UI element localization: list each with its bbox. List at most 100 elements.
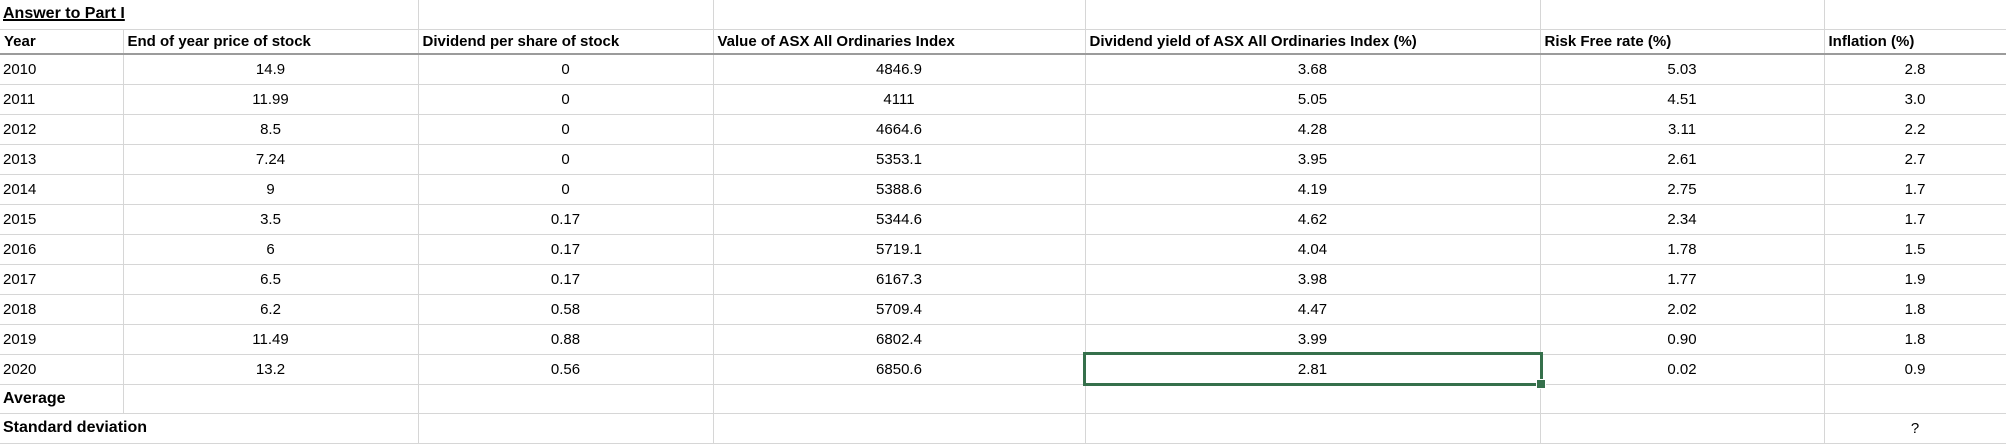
cell-r3c4[interactable]: 3.95 <box>1085 144 1541 175</box>
cell-r8c4[interactable]: 4.47 <box>1085 294 1541 325</box>
header-cell-3[interactable]: Value of ASX All Ordinaries Index <box>713 29 1086 55</box>
cell-r4c6[interactable]: 1.7 <box>1824 174 2006 205</box>
empty-cell[interactable] <box>1824 0 2006 30</box>
cell-r6c0[interactable]: 2016 <box>0 234 124 265</box>
cell-r0c1[interactable]: 14.9 <box>123 54 419 85</box>
cell-r8c3[interactable]: 5709.4 <box>713 294 1086 325</box>
cell-r1c3[interactable]: 4111 <box>713 84 1086 115</box>
cell-std-c4[interactable] <box>1085 413 1541 444</box>
cell-r2c0[interactable]: 2012 <box>0 114 124 145</box>
header-cell-6[interactable]: Inflation (%) <box>1824 29 2006 55</box>
fill-handle[interactable] <box>1536 379 1546 389</box>
empty-cell[interactable] <box>1085 0 1541 30</box>
cell-r3c1[interactable]: 7.24 <box>123 144 419 175</box>
cell-r2c1[interactable]: 8.5 <box>123 114 419 145</box>
cell-r0c6[interactable]: 2.8 <box>1824 54 2006 85</box>
cell-r10c3[interactable]: 6850.6 <box>713 354 1086 385</box>
cell-r4c1[interactable]: 9 <box>123 174 419 205</box>
cell-r4c2[interactable]: 0 <box>418 174 714 205</box>
cell-r9c5[interactable]: 0.90 <box>1540 324 1825 355</box>
cell-r5c1[interactable]: 3.5 <box>123 204 419 235</box>
cell-r3c2[interactable]: 0 <box>418 144 714 175</box>
selected-cell[interactable]: 2.81 <box>1085 354 1541 385</box>
cell-r6c4[interactable]: 4.04 <box>1085 234 1541 265</box>
cell-r1c2[interactable]: 0 <box>418 84 714 115</box>
cell-r5c3[interactable]: 5344.6 <box>713 204 1086 235</box>
cell-r1c1[interactable]: 11.99 <box>123 84 419 115</box>
header-cell-2[interactable]: Dividend per share of stock <box>418 29 714 55</box>
cell-r6c2[interactable]: 0.17 <box>418 234 714 265</box>
stddev-label-cell[interactable]: Standard deviation <box>0 413 147 444</box>
cell-r2c5[interactable]: 3.11 <box>1540 114 1825 145</box>
cell-r9c6[interactable]: 1.8 <box>1824 324 2006 355</box>
cell-r8c6[interactable]: 1.8 <box>1824 294 2006 325</box>
cell-r5c6[interactable]: 1.7 <box>1824 204 2006 235</box>
header-cell-1[interactable]: End of year price of stock <box>123 29 419 55</box>
cell-r1c0[interactable]: 2011 <box>0 84 124 115</box>
cell-std-c1[interactable] <box>123 413 419 444</box>
cell-r3c0[interactable]: 2013 <box>0 144 124 175</box>
cell-r4c4[interactable]: 4.19 <box>1085 174 1541 205</box>
cell-r10c0[interactable]: 2020 <box>0 354 124 385</box>
sheet-title-cell[interactable]: Answer to Part I <box>0 0 125 30</box>
cell-r2c6[interactable]: 2.2 <box>1824 114 2006 145</box>
cell-r7c5[interactable]: 1.77 <box>1540 264 1825 295</box>
empty-cell[interactable] <box>713 0 1086 30</box>
cell-r9c0[interactable]: 2019 <box>0 324 124 355</box>
cell-r7c4[interactable]: 3.98 <box>1085 264 1541 295</box>
empty-cell[interactable] <box>123 0 419 30</box>
cell-r1c4[interactable]: 5.05 <box>1085 84 1541 115</box>
cell-r6c5[interactable]: 1.78 <box>1540 234 1825 265</box>
empty-cell[interactable] <box>418 0 714 30</box>
cell-r9c3[interactable]: 6802.4 <box>713 324 1086 355</box>
cell-avg-c6[interactable] <box>1824 384 2006 414</box>
cell-r1c5[interactable]: 4.51 <box>1540 84 1825 115</box>
cell-r0c2[interactable]: 0 <box>418 54 714 85</box>
cell-r4c5[interactable]: 2.75 <box>1540 174 1825 205</box>
cell-r7c3[interactable]: 6167.3 <box>713 264 1086 295</box>
cell-r3c6[interactable]: 2.7 <box>1824 144 2006 175</box>
cell-r0c0[interactable]: 2010 <box>0 54 124 85</box>
cell-r0c4[interactable]: 3.68 <box>1085 54 1541 85</box>
cell-r7c1[interactable]: 6.5 <box>123 264 419 295</box>
cell-r5c0[interactable]: 2015 <box>0 204 124 235</box>
cell-std-c5[interactable] <box>1540 413 1825 444</box>
cell-r6c6[interactable]: 1.5 <box>1824 234 2006 265</box>
cell-r7c0[interactable]: 2017 <box>0 264 124 295</box>
header-cell-4[interactable]: Dividend yield of ASX All Ordinaries Ind… <box>1085 29 1541 55</box>
cell-r6c3[interactable]: 5719.1 <box>713 234 1086 265</box>
empty-cell[interactable] <box>1540 0 1825 30</box>
cell-r9c4[interactable]: 3.99 <box>1085 324 1541 355</box>
cell-r8c1[interactable]: 6.2 <box>123 294 419 325</box>
cell-r3c3[interactable]: 5353.1 <box>713 144 1086 175</box>
header-cell-5[interactable]: Risk Free rate (%) <box>1540 29 1825 55</box>
cell-std-c2[interactable] <box>418 413 714 444</box>
cell-r8c0[interactable]: 2018 <box>0 294 124 325</box>
cell-r2c2[interactable]: 0 <box>418 114 714 145</box>
cell-r3c5[interactable]: 2.61 <box>1540 144 1825 175</box>
cell-r5c4[interactable]: 4.62 <box>1085 204 1541 235</box>
cell-r7c2[interactable]: 0.17 <box>418 264 714 295</box>
cell-avg-c5[interactable] <box>1540 384 1825 414</box>
cell-r9c1[interactable]: 11.49 <box>123 324 419 355</box>
cell-std-c3[interactable] <box>713 413 1086 444</box>
cell-r7c6[interactable]: 1.9 <box>1824 264 2006 295</box>
cell-r8c2[interactable]: 0.58 <box>418 294 714 325</box>
cell-r6c1[interactable]: 6 <box>123 234 419 265</box>
header-cell-0[interactable]: Year <box>0 29 124 55</box>
cell-avg-c1[interactable] <box>123 384 419 414</box>
cell-avg-c2[interactable] <box>418 384 714 414</box>
cell-r10c1[interactable]: 13.2 <box>123 354 419 385</box>
cell-avg-c4[interactable] <box>1085 384 1541 414</box>
cell-r2c3[interactable]: 4664.6 <box>713 114 1086 145</box>
cell-std-c6[interactable]: ? <box>1824 413 2006 444</box>
cell-r10c6[interactable]: 0.9 <box>1824 354 2006 385</box>
cell-r8c5[interactable]: 2.02 <box>1540 294 1825 325</box>
cell-r0c3[interactable]: 4846.9 <box>713 54 1086 85</box>
cell-r9c2[interactable]: 0.88 <box>418 324 714 355</box>
cell-r10c5[interactable]: 0.02 <box>1540 354 1825 385</box>
cell-r4c3[interactable]: 5388.6 <box>713 174 1086 205</box>
cell-avg-c3[interactable] <box>713 384 1086 414</box>
cell-r2c4[interactable]: 4.28 <box>1085 114 1541 145</box>
cell-r5c2[interactable]: 0.17 <box>418 204 714 235</box>
